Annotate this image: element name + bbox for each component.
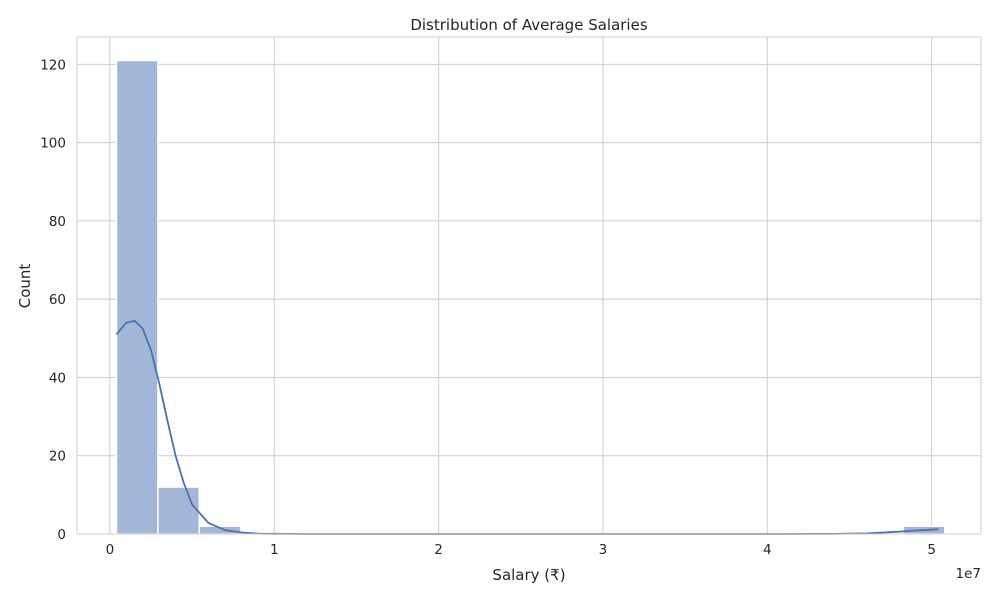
y-tick-label: 40 <box>49 370 66 386</box>
histogram-bar <box>157 486 201 535</box>
chart-title: Distribution of Average Salaries <box>410 16 648 34</box>
histogram-bar <box>115 59 159 535</box>
x-tick-label: 3 <box>599 542 608 558</box>
kde-curve <box>115 319 939 535</box>
y-tick-label: 20 <box>49 449 66 465</box>
kde-layer <box>115 319 939 535</box>
grid-layer <box>77 37 981 535</box>
y-tick-label: 60 <box>49 292 66 308</box>
bars-layer <box>115 59 946 535</box>
plot-frame <box>76 36 982 535</box>
x-tick-label: 4 <box>763 542 772 558</box>
x-tick-label: 2 <box>434 542 443 558</box>
x-tick-label: 0 <box>106 542 115 558</box>
ticks-layer: 0 1 2 3 4 5 0 20 40 60 80 100 120 <box>40 57 936 558</box>
x-axis-scale-label: 1e7 <box>956 566 981 582</box>
x-axis-label: Salary (₹) <box>492 566 565 584</box>
y-tick-label: 100 <box>40 136 66 152</box>
y-tick-label: 120 <box>40 57 66 73</box>
x-tick-label: 1 <box>270 542 279 558</box>
y-tick-label: 80 <box>49 214 66 230</box>
y-axis-label: Count <box>16 264 34 309</box>
y-tick-label: 0 <box>57 527 66 543</box>
x-tick-label: 5 <box>927 542 936 558</box>
